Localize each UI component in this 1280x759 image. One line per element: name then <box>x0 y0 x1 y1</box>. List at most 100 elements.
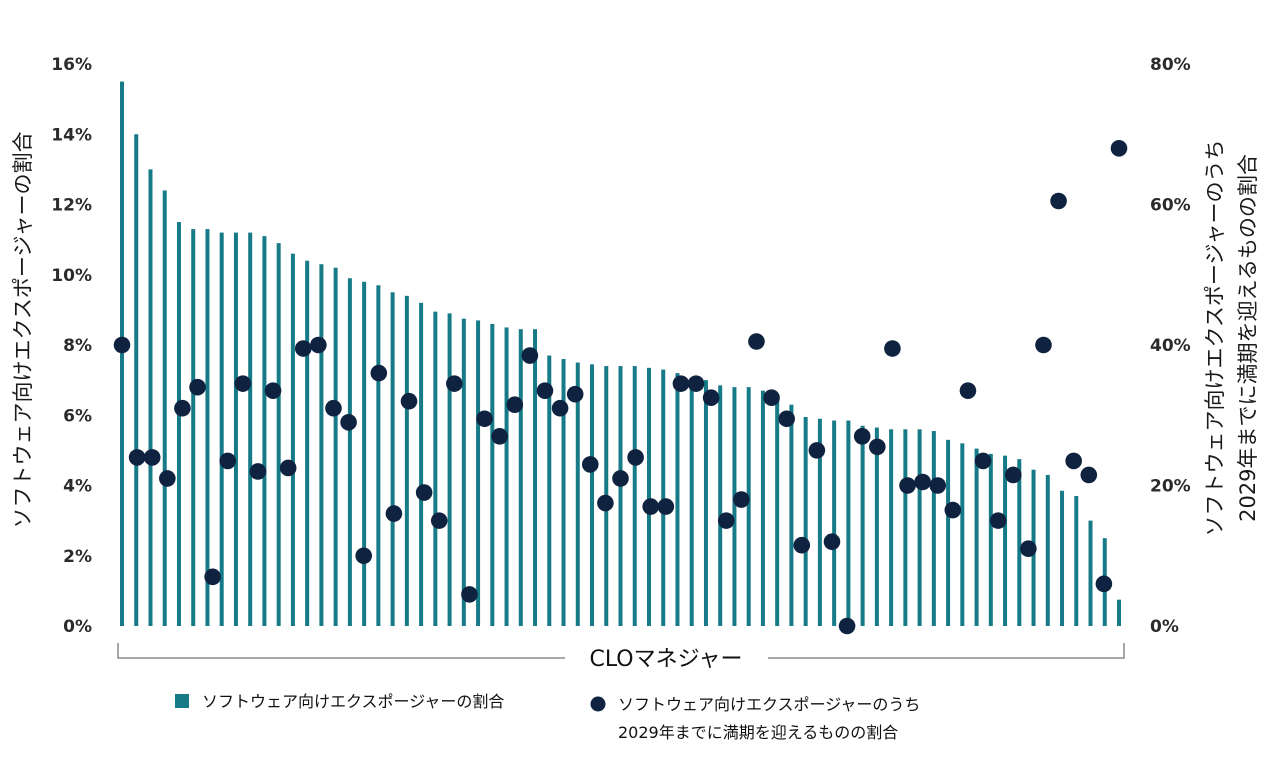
scatter-point <box>869 438 886 456</box>
scatter-point <box>476 410 493 428</box>
bar <box>661 369 666 626</box>
bar <box>305 260 310 626</box>
bar <box>447 313 452 626</box>
bar <box>461 318 466 626</box>
scatter-point <box>793 536 811 554</box>
bar <box>547 355 552 626</box>
scatter-point <box>461 586 478 603</box>
scatter-point <box>929 477 947 494</box>
scatter-point <box>400 392 418 410</box>
scatter-point <box>989 512 1007 529</box>
left-tick-label: 4% <box>63 477 92 497</box>
scatter-point <box>581 456 599 473</box>
legend-dot-swatch <box>590 696 606 712</box>
bar <box>248 232 253 626</box>
scatter-point <box>143 449 161 466</box>
scatter-point <box>566 385 584 403</box>
x-axis-title: CLOマネジャー <box>589 647 742 672</box>
bar <box>433 311 438 626</box>
bar <box>718 385 723 626</box>
bar <box>917 429 922 626</box>
bar <box>817 418 822 626</box>
bar <box>803 417 808 626</box>
scatter-point <box>597 494 614 512</box>
scatter-point <box>415 484 433 501</box>
scatter-point <box>884 340 901 357</box>
bar <box>646 367 651 626</box>
bar <box>860 425 865 626</box>
bar <box>176 222 181 626</box>
left-axis-title: ソフトウェア向けエクスポージャーの割合 <box>11 132 35 529</box>
right-axis-title-line-2: 2029年までに満期を迎えるものの割合 <box>1236 154 1260 522</box>
scatter-point <box>612 470 629 487</box>
right-tick-label: 40% <box>1150 336 1191 356</box>
scatter-point <box>1095 575 1113 593</box>
left-tick-label: 0% <box>63 617 92 637</box>
right-tick-label: 20% <box>1150 477 1191 497</box>
bar <box>518 329 523 626</box>
scatter-series <box>113 140 1128 635</box>
bar <box>219 232 224 626</box>
bar <box>1045 474 1050 626</box>
right-axis-title-line-1: ソフトウェア向けエクスポージャーのうち <box>1203 140 1227 537</box>
bar <box>974 448 979 626</box>
scatter-point <box>853 428 871 445</box>
scatter-point <box>310 336 327 354</box>
scatter-point <box>627 449 644 466</box>
scatter-point <box>294 340 312 357</box>
right-axis-title: ソフトウェア向けエクスポージャーのうち 2029年までに満期を迎えるものの割合 <box>1203 140 1260 537</box>
scatter-point <box>1110 140 1128 157</box>
bar <box>319 264 324 626</box>
bar <box>575 362 580 626</box>
scatter-point <box>491 428 508 445</box>
bar <box>1017 459 1022 626</box>
scatter-point <box>234 375 252 392</box>
scatter-point <box>1035 336 1052 354</box>
scatter-point <box>370 364 388 382</box>
right-tick-label: 80% <box>1150 55 1191 75</box>
bar <box>120 81 124 626</box>
scatter-point <box>944 501 962 519</box>
scatter-point <box>914 473 931 491</box>
scatter-point <box>1080 466 1098 484</box>
bar <box>1060 490 1065 626</box>
scatter-point <box>642 498 660 515</box>
scatter-point <box>899 477 916 494</box>
bar <box>390 292 395 626</box>
bar <box>419 302 424 626</box>
bar <box>276 243 281 626</box>
bar <box>618 366 623 626</box>
bar <box>1088 520 1093 626</box>
scatter-point <box>174 399 191 417</box>
scatter-point <box>974 452 992 470</box>
scatter-point <box>1020 540 1037 558</box>
bar <box>205 229 210 626</box>
scatter-point <box>1004 466 1022 484</box>
scatter-point <box>159 470 176 487</box>
left-axis-ticks: 0% 2% 4% 6% 8% 10% 12% 14% 16% <box>51 55 92 637</box>
scatter-point <box>113 336 131 354</box>
bar <box>846 420 851 626</box>
bar <box>362 281 367 626</box>
bar <box>504 327 509 626</box>
left-tick-label: 2% <box>63 547 92 567</box>
bar <box>675 373 680 626</box>
scatter-point <box>1065 452 1082 470</box>
scatter-point <box>340 413 357 431</box>
left-tick-label: 10% <box>51 266 92 286</box>
scatter-point <box>733 491 750 508</box>
bar <box>746 387 751 626</box>
bar <box>775 397 780 626</box>
scatter-point <box>657 498 675 515</box>
scatter-point <box>446 375 463 392</box>
scatter-point <box>264 382 282 399</box>
bar <box>404 295 409 626</box>
left-tick-label: 12% <box>51 196 92 216</box>
bar <box>832 420 837 626</box>
bar <box>1003 455 1008 626</box>
bar <box>476 320 481 626</box>
scatter-point <box>355 547 372 565</box>
legend: ソフトウェア向けエクスポージャーの割合 ソフトウェア向けエクスポージャーのうち … <box>175 692 920 742</box>
scatter-point <box>128 449 146 466</box>
